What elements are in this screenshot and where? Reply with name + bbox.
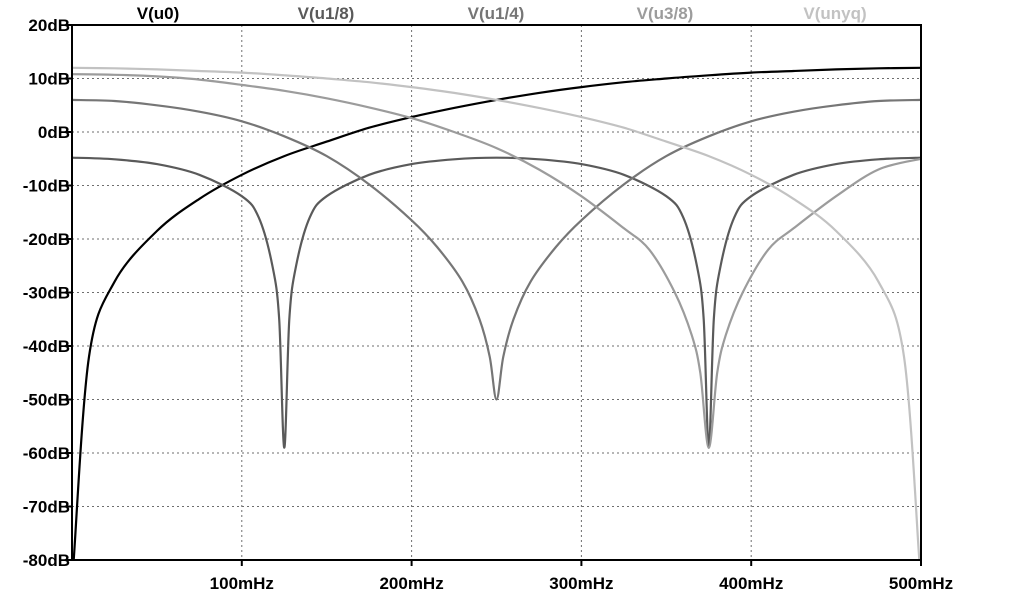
legend: V(u0) V(u1/8) V(u1/4) V(u3/8) V(unyq) <box>137 4 867 23</box>
legend-entry: V(u0) <box>137 4 180 23</box>
y-tick-label: -60dB <box>23 444 70 463</box>
y-tick-label: 0dB <box>38 123 70 142</box>
y-tick-label: -20dB <box>23 230 70 249</box>
legend-entry: V(unyq) <box>803 4 866 23</box>
x-tick-label: 100mHz <box>210 574 274 593</box>
series-line-2 <box>71 156 922 449</box>
y-tick-label: -30dB <box>23 284 70 303</box>
series-line-1 <box>72 66 922 561</box>
y-tick-label: 20dB <box>28 16 70 35</box>
y-axis-tick-labels: 20dB 10dB 0dB -10dB -20dB -30dB -40dB -50dB -60d… <box>23 16 72 570</box>
y-tick-label: 10dB <box>28 70 70 89</box>
y-tick-label: -70dB <box>23 498 70 517</box>
series-line-5 <box>71 66 921 561</box>
series-line-4 <box>71 73 922 449</box>
y-tick-label: -50dB <box>23 391 70 410</box>
x-tick-label: 300mHz <box>549 574 613 593</box>
legend-entry: V(u1/4) <box>468 4 525 23</box>
y-tick-label: -10dB <box>23 177 70 196</box>
legend-entry: V(u1/8) <box>298 4 355 23</box>
x-tick-label: 400mHz <box>719 574 783 593</box>
x-tick-label: 200mHz <box>379 574 443 593</box>
grid-lines <box>72 25 921 560</box>
x-tick-label: 500mHz <box>889 574 953 593</box>
y-tick-label: -40dB <box>23 337 70 356</box>
x-axis-tick-labels: 100mHz 200mHz 300mHz 400mHz 500mHz <box>210 560 953 593</box>
legend-entry: V(u3/8) <box>637 4 694 23</box>
series-traces <box>71 66 922 561</box>
y-tick-label: -80dB <box>23 551 70 570</box>
series-line-3 <box>71 98 922 401</box>
